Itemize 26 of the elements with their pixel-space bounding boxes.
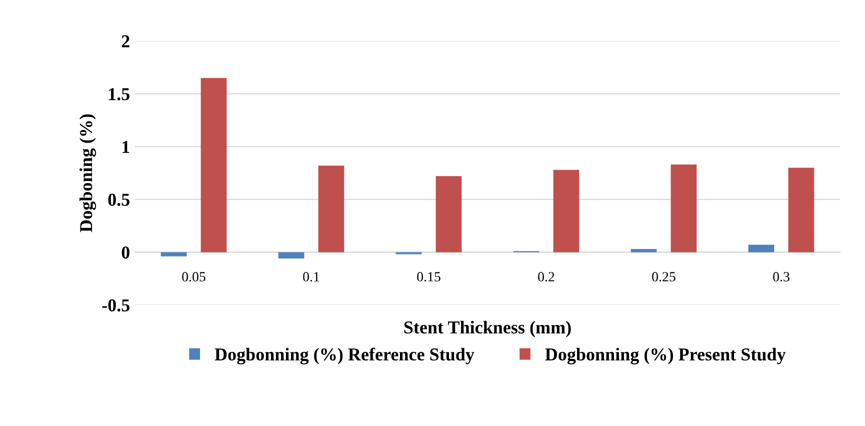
y-tick-label: 0 (122, 246, 130, 259)
bar (553, 170, 580, 252)
bar (278, 252, 304, 259)
x-tick-label: 0.3 (773, 272, 790, 282)
y-tick-label: -0.5 (102, 299, 130, 312)
bar (200, 78, 227, 252)
bar (670, 164, 697, 252)
legend-label: Dogbonning (%) Reference Study (214, 348, 474, 364)
x-tick-label: 0.2 (538, 272, 554, 282)
bar (788, 168, 814, 252)
y-tick-label: 0.5 (108, 194, 130, 206)
x-tick-label: 0.25 (652, 272, 676, 282)
x-tick-label: 0.1 (303, 272, 320, 282)
x-tick-label: 0.15 (417, 272, 440, 282)
bar (630, 249, 657, 252)
y-tick-label: 1 (122, 140, 130, 153)
bar (748, 244, 774, 252)
bar (160, 252, 187, 256)
bar (318, 166, 344, 252)
x-tick-label: 0.05 (182, 272, 206, 282)
y-axis-title: Dogboning (%) (79, 114, 96, 232)
x-axis-title: Stent Thickness (mm) (404, 320, 571, 338)
y-tick-label: 2 (122, 35, 130, 48)
legend-label: Dogbonning (%) Present Study (545, 348, 786, 364)
y-tick-label: 1.5 (109, 88, 130, 100)
bar (436, 176, 462, 252)
